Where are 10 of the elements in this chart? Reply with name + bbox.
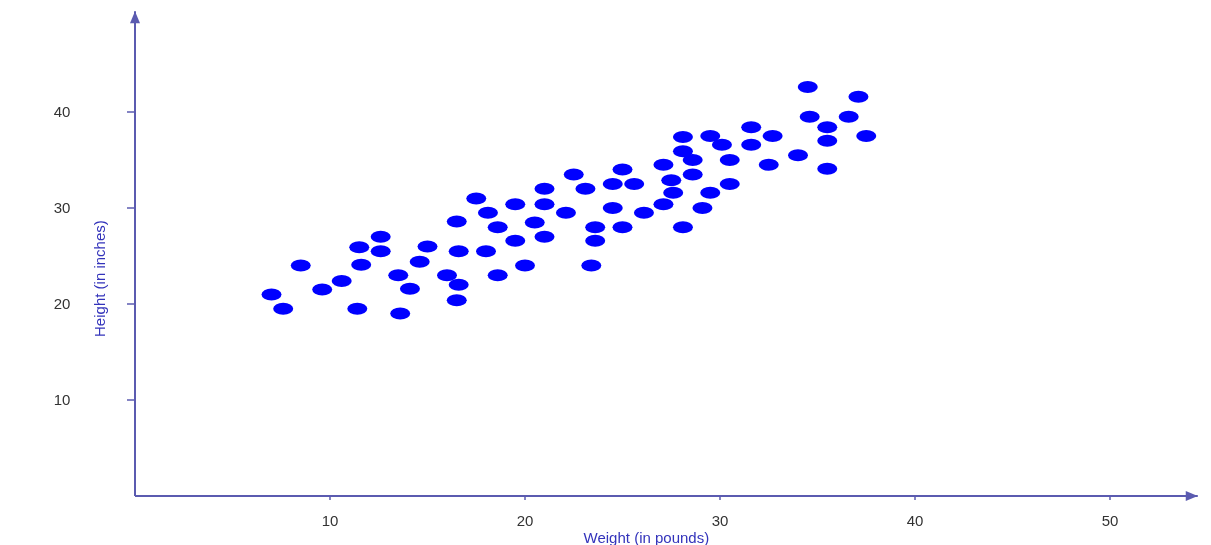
x-tick-label: 10 — [321, 512, 339, 530]
x-tick-label: 30 — [711, 512, 729, 530]
y-tick-label: 20 — [53, 295, 71, 313]
x-tick-label: 20 — [516, 512, 534, 530]
y-axis-title: Height (in inches) — [91, 220, 109, 337]
x-tick-label: 40 — [906, 512, 924, 530]
y-tick-label: 30 — [53, 199, 71, 217]
y-tick-label: 10 — [53, 391, 71, 409]
x-tick-label: 50 — [1101, 512, 1119, 530]
y-tick-label: 40 — [53, 103, 71, 121]
